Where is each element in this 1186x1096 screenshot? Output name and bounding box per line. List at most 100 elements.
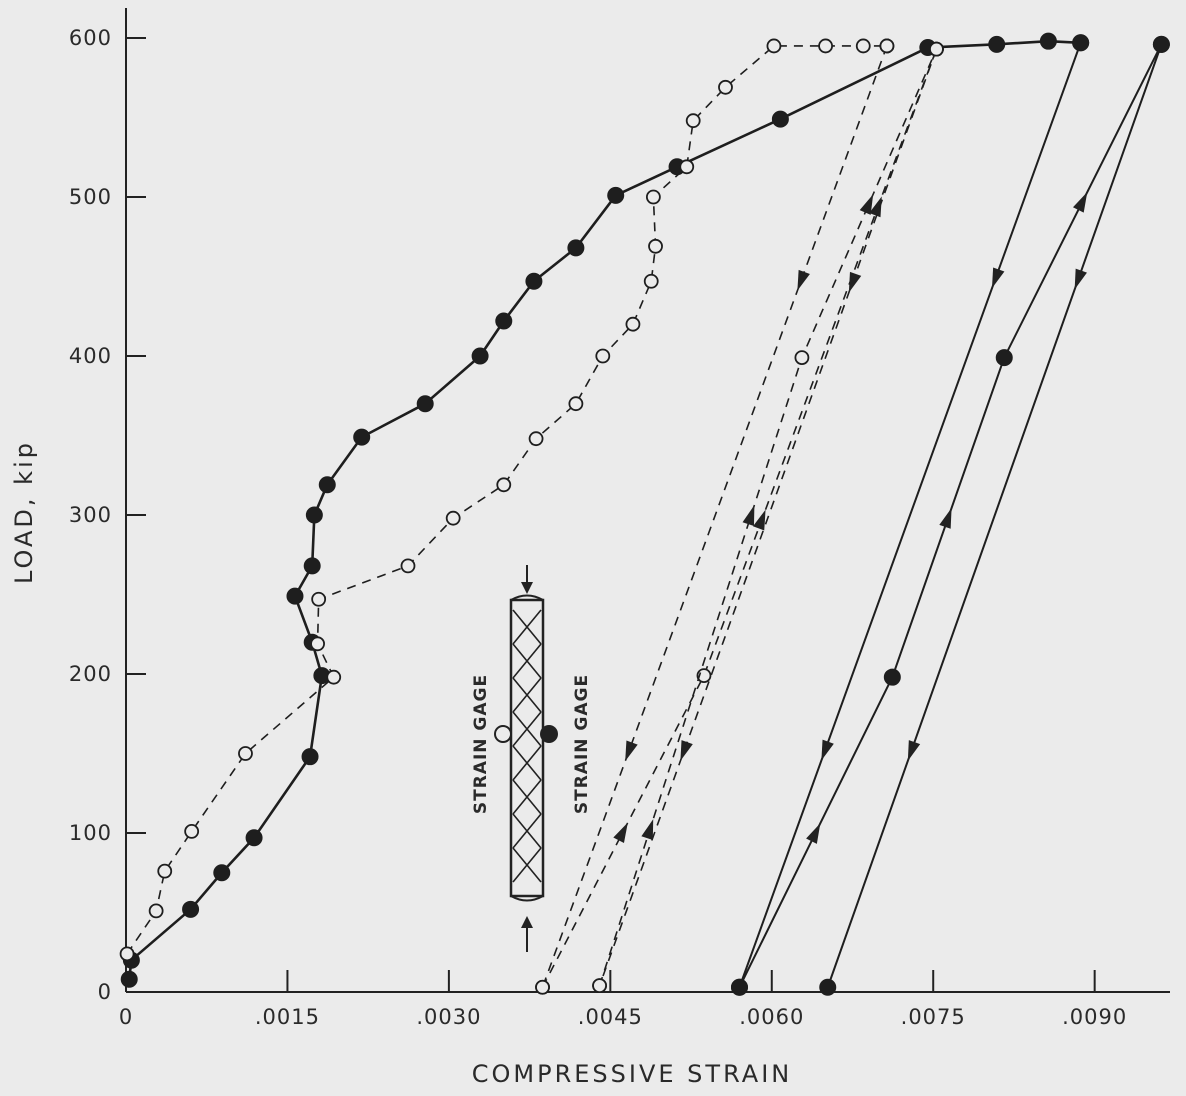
hatch-line (512, 609, 542, 645)
data-point (213, 864, 231, 882)
unload-arrow (1074, 268, 1087, 290)
data-point (766, 38, 782, 54)
data-point (311, 591, 327, 607)
strain-gage-filled-marker (540, 725, 558, 743)
x-tick-label: .0060 (739, 1005, 804, 1029)
hatch-line (512, 847, 542, 883)
strain-gage-label-left: STRAIN GAGE (471, 674, 491, 814)
data-point (592, 978, 607, 994)
specimen-body (509, 598, 545, 898)
x-tick-label: .0090 (1062, 1005, 1127, 1029)
reload-arrow (613, 822, 628, 844)
hatch-line (512, 677, 542, 713)
data-point (148, 903, 164, 919)
x-tick-label: .0030 (416, 1005, 481, 1029)
data-point (326, 669, 342, 685)
reload-arrow (752, 509, 766, 531)
specimen-end-bottom (510, 895, 544, 902)
data-point (353, 428, 371, 446)
data-point (1152, 35, 1170, 53)
data-point (495, 312, 513, 330)
strain-gage-label-right: STRAIN GAGE (572, 674, 592, 814)
data-point (416, 395, 434, 413)
hatch-line (512, 711, 542, 747)
x-tick-label: .0045 (578, 1005, 643, 1029)
y-tick-label: 500 (69, 185, 112, 209)
unload-arrow (848, 271, 862, 293)
data-point (794, 350, 810, 365)
data-point (310, 636, 325, 652)
data-point (496, 477, 512, 493)
data-point (301, 748, 319, 766)
reload-arrow (641, 819, 654, 840)
unload-path (598, 48, 938, 986)
load-arrowhead-bottom (521, 916, 533, 928)
data-point (245, 829, 263, 847)
data-point (120, 970, 138, 988)
strain-gage-open-marker (494, 725, 512, 743)
unload-arrow (680, 740, 693, 761)
data-point (988, 35, 1006, 53)
data-point (718, 79, 733, 95)
data-point (182, 900, 200, 918)
data-point (643, 273, 659, 289)
series-line (127, 39, 1081, 980)
data-point (818, 38, 833, 54)
data-point (1072, 34, 1090, 52)
data-point (595, 348, 611, 364)
axes (125, 8, 1170, 993)
series (119, 32, 1170, 996)
data-point (286, 587, 304, 605)
data-point (607, 186, 625, 204)
data-point (685, 113, 701, 129)
reload-arrow (742, 505, 755, 526)
unload-arrow (625, 740, 638, 762)
unload-path (826, 44, 1163, 988)
y-tick-label: 600 (69, 26, 112, 50)
load-arrowhead-top (521, 582, 533, 594)
unload-arrow (991, 267, 1005, 289)
hatch-line (512, 813, 542, 849)
reload-path (541, 48, 938, 988)
data-point (1039, 32, 1057, 50)
reload-arrow (869, 196, 882, 218)
specimen-diagram: STRAIN GAGE STRAIN GAGE (471, 565, 592, 952)
unload-arrow (797, 269, 810, 291)
series-open (119, 38, 944, 995)
data-point (525, 272, 543, 290)
data-point (318, 476, 336, 494)
series-filled (120, 32, 1170, 996)
data-point (238, 746, 253, 761)
y-tick-label: 300 (69, 503, 112, 527)
unload-arrow (821, 739, 834, 761)
unload-arrow (907, 740, 921, 761)
data-point (879, 38, 895, 54)
data-point (471, 347, 489, 365)
data-point (730, 978, 748, 996)
data-point (568, 396, 584, 412)
series-line (126, 45, 887, 955)
y-axis-title: LOAD, kip (10, 440, 38, 584)
y-tick-label: 200 (69, 662, 112, 686)
hatch-line (512, 643, 542, 679)
unload-path (541, 45, 888, 988)
reload-arrow (939, 507, 952, 529)
data-point (528, 431, 544, 447)
hatch-line (512, 745, 542, 781)
x-tick-label: 0 (119, 1005, 133, 1029)
data-point (305, 506, 323, 524)
data-point (771, 110, 789, 128)
axis-titles: COMPRESSIVE STRAIN LOAD, kip (10, 440, 789, 1088)
x-tick-label: .0015 (255, 1005, 320, 1029)
data-point (648, 238, 663, 254)
hatch-line (512, 779, 542, 815)
x-tick-label: .0075 (901, 1005, 966, 1029)
data-point (184, 824, 200, 839)
data-point (696, 668, 712, 683)
data-point (567, 239, 585, 257)
data-point (929, 41, 944, 57)
reload-arrow (1072, 192, 1088, 213)
reload-arrow (806, 823, 821, 844)
data-point (445, 510, 461, 526)
